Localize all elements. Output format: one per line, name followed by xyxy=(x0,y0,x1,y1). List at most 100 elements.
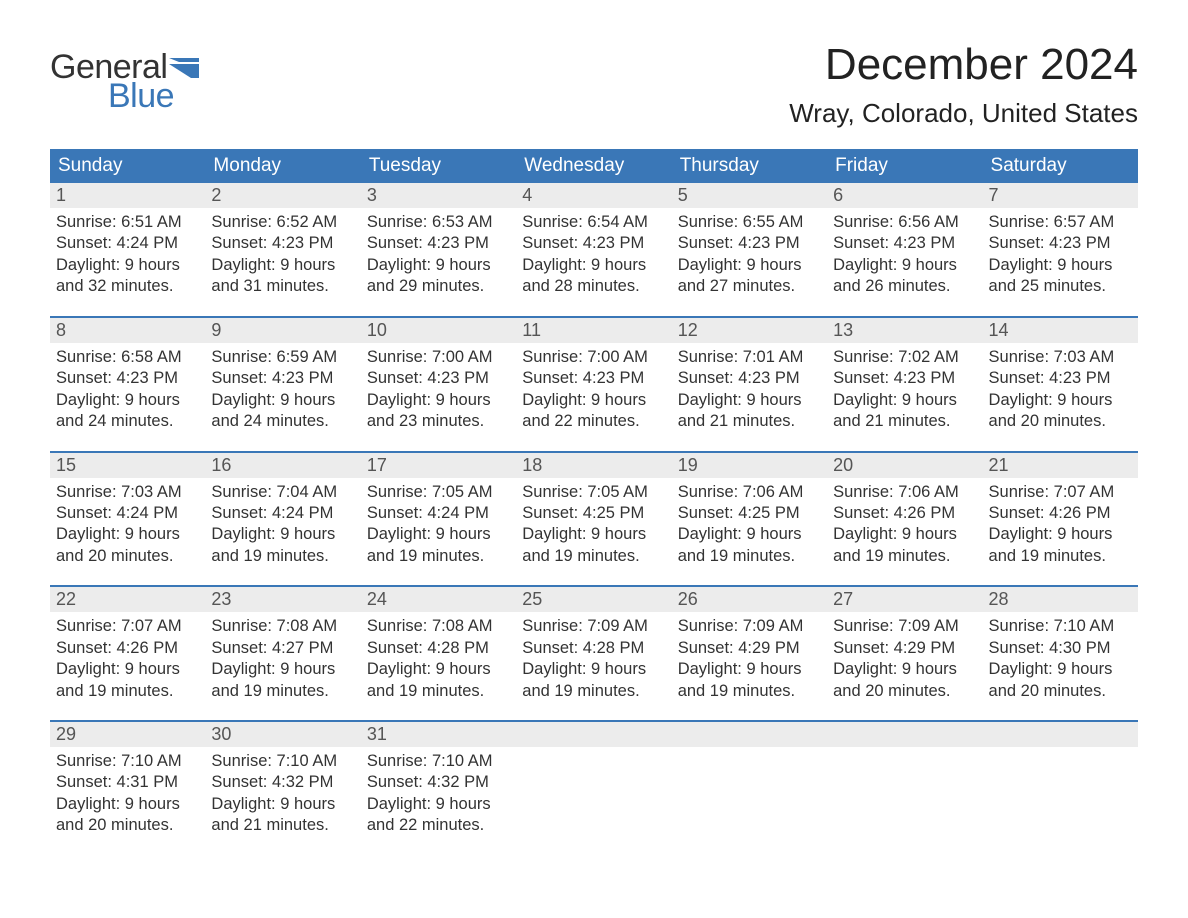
day-number: 30 xyxy=(205,722,360,747)
calendar-day: 4Sunrise: 6:54 AMSunset: 4:23 PMDaylight… xyxy=(516,183,671,298)
day-number: 24 xyxy=(361,587,516,612)
day-number: 19 xyxy=(672,453,827,478)
calendar-day: 8Sunrise: 6:58 AMSunset: 4:23 PMDaylight… xyxy=(50,318,205,433)
calendar-day: 19Sunrise: 7:06 AMSunset: 4:25 PMDayligh… xyxy=(672,453,827,568)
calendar-day: 25Sunrise: 7:09 AMSunset: 4:28 PMDayligh… xyxy=(516,587,671,702)
daylight-text: Daylight: 9 hours xyxy=(678,256,802,274)
daylight-text: Daylight: 9 hours xyxy=(522,256,646,274)
calendar-day: 20Sunrise: 7:06 AMSunset: 4:26 PMDayligh… xyxy=(827,453,982,568)
month-title: December 2024 xyxy=(789,40,1138,90)
day-details: Sunrise: 7:03 AMSunset: 4:23 PMDaylight:… xyxy=(983,343,1138,433)
sunrise-text: Sunrise: 7:00 AM xyxy=(522,348,648,366)
daylight-text: Daylight: 9 hours xyxy=(367,256,491,274)
daylight-text: and 19 minutes. xyxy=(989,547,1106,565)
sunrise-text: Sunrise: 7:08 AM xyxy=(211,617,337,635)
sunset-text: Sunset: 4:23 PM xyxy=(522,369,644,387)
sunset-text: Sunset: 4:23 PM xyxy=(989,369,1111,387)
daylight-text: and 20 minutes. xyxy=(56,816,173,834)
sunset-text: Sunset: 4:32 PM xyxy=(211,773,333,791)
sunrise-text: Sunrise: 7:05 AM xyxy=(522,483,648,501)
day-details: Sunrise: 7:03 AMSunset: 4:24 PMDaylight:… xyxy=(50,478,205,568)
day-details: Sunrise: 7:10 AMSunset: 4:30 PMDaylight:… xyxy=(983,612,1138,702)
calendar-day: 18Sunrise: 7:05 AMSunset: 4:25 PMDayligh… xyxy=(516,453,671,568)
title-block: December 2024 Wray, Colorado, United Sta… xyxy=(789,40,1138,129)
sunrise-text: Sunrise: 7:08 AM xyxy=(367,617,493,635)
daylight-text: and 29 minutes. xyxy=(367,277,484,295)
day-details: Sunrise: 7:07 AMSunset: 4:26 PMDaylight:… xyxy=(50,612,205,702)
daylight-text: and 19 minutes. xyxy=(211,547,328,565)
daylight-text: and 20 minutes. xyxy=(989,682,1106,700)
daylight-text: and 25 minutes. xyxy=(989,277,1106,295)
calendar-day: 1Sunrise: 6:51 AMSunset: 4:24 PMDaylight… xyxy=(50,183,205,298)
sunset-text: Sunset: 4:23 PM xyxy=(367,369,489,387)
day-number: 5 xyxy=(672,183,827,208)
sunset-text: Sunset: 4:28 PM xyxy=(522,639,644,657)
day-details: Sunrise: 7:08 AMSunset: 4:28 PMDaylight:… xyxy=(361,612,516,702)
day-details: Sunrise: 7:09 AMSunset: 4:29 PMDaylight:… xyxy=(827,612,982,702)
daylight-text: and 19 minutes. xyxy=(678,547,795,565)
location: Wray, Colorado, United States xyxy=(789,98,1138,129)
daylight-text: Daylight: 9 hours xyxy=(367,660,491,678)
calendar-day xyxy=(827,722,982,837)
weekday-label: Monday xyxy=(205,149,360,183)
day-details: Sunrise: 7:05 AMSunset: 4:25 PMDaylight:… xyxy=(516,478,671,568)
day-number: 29 xyxy=(50,722,205,747)
day-number: 16 xyxy=(205,453,360,478)
sunset-text: Sunset: 4:24 PM xyxy=(56,234,178,252)
day-details: Sunrise: 7:06 AMSunset: 4:26 PMDaylight:… xyxy=(827,478,982,568)
calendar-day: 24Sunrise: 7:08 AMSunset: 4:28 PMDayligh… xyxy=(361,587,516,702)
calendar-day: 17Sunrise: 7:05 AMSunset: 4:24 PMDayligh… xyxy=(361,453,516,568)
daylight-text: and 19 minutes. xyxy=(56,682,173,700)
daylight-text: Daylight: 9 hours xyxy=(989,660,1113,678)
week-row: 8 Sunrise: 6:58 AM Sunset: 4:23 PM Daylight… xyxy=(50,316,1138,433)
daylight-text: and 28 minutes. xyxy=(522,277,639,295)
sunrise-text: Sunrise: 7:03 AM xyxy=(989,348,1115,366)
daylight-text: Daylight: 9 hours xyxy=(211,391,335,409)
sunrise-text: Sunrise: 6:56 AM xyxy=(833,213,959,231)
sunrise-text: Sunrise: 6:59 AM xyxy=(211,348,337,366)
day-details: Sunrise: 6:57 AMSunset: 4:23 PMDaylight:… xyxy=(983,208,1138,298)
daylight-text: Daylight: 9 hours xyxy=(211,525,335,543)
day-details: Sunrise: 7:09 AMSunset: 4:28 PMDaylight:… xyxy=(516,612,671,702)
day-number xyxy=(983,722,1138,747)
sunrise-text: Sunrise: 7:10 AM xyxy=(367,752,493,770)
sunset-text: Sunset: 4:23 PM xyxy=(522,234,644,252)
day-number: 17 xyxy=(361,453,516,478)
day-details: Sunrise: 7:00 AMSunset: 4:23 PMDaylight:… xyxy=(516,343,671,433)
sunset-text: Sunset: 4:31 PM xyxy=(56,773,178,791)
sunrise-text: Sunrise: 6:53 AM xyxy=(367,213,493,231)
sunrise-text: Sunrise: 7:10 AM xyxy=(211,752,337,770)
week-row: 1Sunrise: 6:51 AMSunset: 4:24 PMDaylight… xyxy=(50,183,1138,298)
daylight-text: and 23 minutes. xyxy=(367,412,484,430)
sunset-text: Sunset: 4:23 PM xyxy=(989,234,1111,252)
sunrise-text: Sunrise: 6:58 AM xyxy=(56,348,182,366)
day-number: 25 xyxy=(516,587,671,612)
daylight-text: and 26 minutes. xyxy=(833,277,950,295)
day-details: Sunrise: 7:00 AMSunset: 4:23 PMDaylight:… xyxy=(361,343,516,433)
sunset-text: Sunset: 4:26 PM xyxy=(833,504,955,522)
calendar-day: 22Sunrise: 7:07 AMSunset: 4:26 PMDayligh… xyxy=(50,587,205,702)
daylight-text: Daylight: 9 hours xyxy=(56,795,180,813)
day-details: Sunrise: 6:56 AMSunset: 4:23 PMDaylight:… xyxy=(827,208,982,298)
calendar-day: 14Sunrise: 7:03 AMSunset: 4:23 PMDayligh… xyxy=(983,318,1138,433)
calendar-day: 7Sunrise: 6:57 AMSunset: 4:23 PMDaylight… xyxy=(983,183,1138,298)
weekday-label: Saturday xyxy=(983,149,1138,183)
calendar-day: 3 Sunrise: 6:53 AM Sunset: 4:23 PM Daylight… xyxy=(361,183,516,298)
sunset-text: Sunset: 4:23 PM xyxy=(367,234,489,252)
header: General Blue December 2024 Wray, Colorad… xyxy=(50,40,1138,129)
calendar-day: 27Sunrise: 7:09 AMSunset: 4:29 PMDayligh… xyxy=(827,587,982,702)
sunset-text: Sunset: 4:23 PM xyxy=(678,369,800,387)
day-number: 7 xyxy=(983,183,1138,208)
day-number: 8 xyxy=(50,318,205,343)
daylight-text: and 24 minutes. xyxy=(211,412,328,430)
day-details: Sunrise: 7:02 AMSunset: 4:23 PMDaylight:… xyxy=(827,343,982,433)
brand-word-2: Blue xyxy=(108,77,199,116)
day-number: 6 xyxy=(827,183,982,208)
daylight-text: and 19 minutes. xyxy=(833,547,950,565)
day-number: 3 xyxy=(361,183,516,208)
day-number: 15 xyxy=(50,453,205,478)
daylight-text: and 19 minutes. xyxy=(522,682,639,700)
sunrise-text: Sunrise: 7:10 AM xyxy=(56,752,182,770)
day-details: Sunrise: 7:01 AMSunset: 4:23 PMDaylight:… xyxy=(672,343,827,433)
sunrise-text: Sunrise: 7:07 AM xyxy=(989,483,1115,501)
